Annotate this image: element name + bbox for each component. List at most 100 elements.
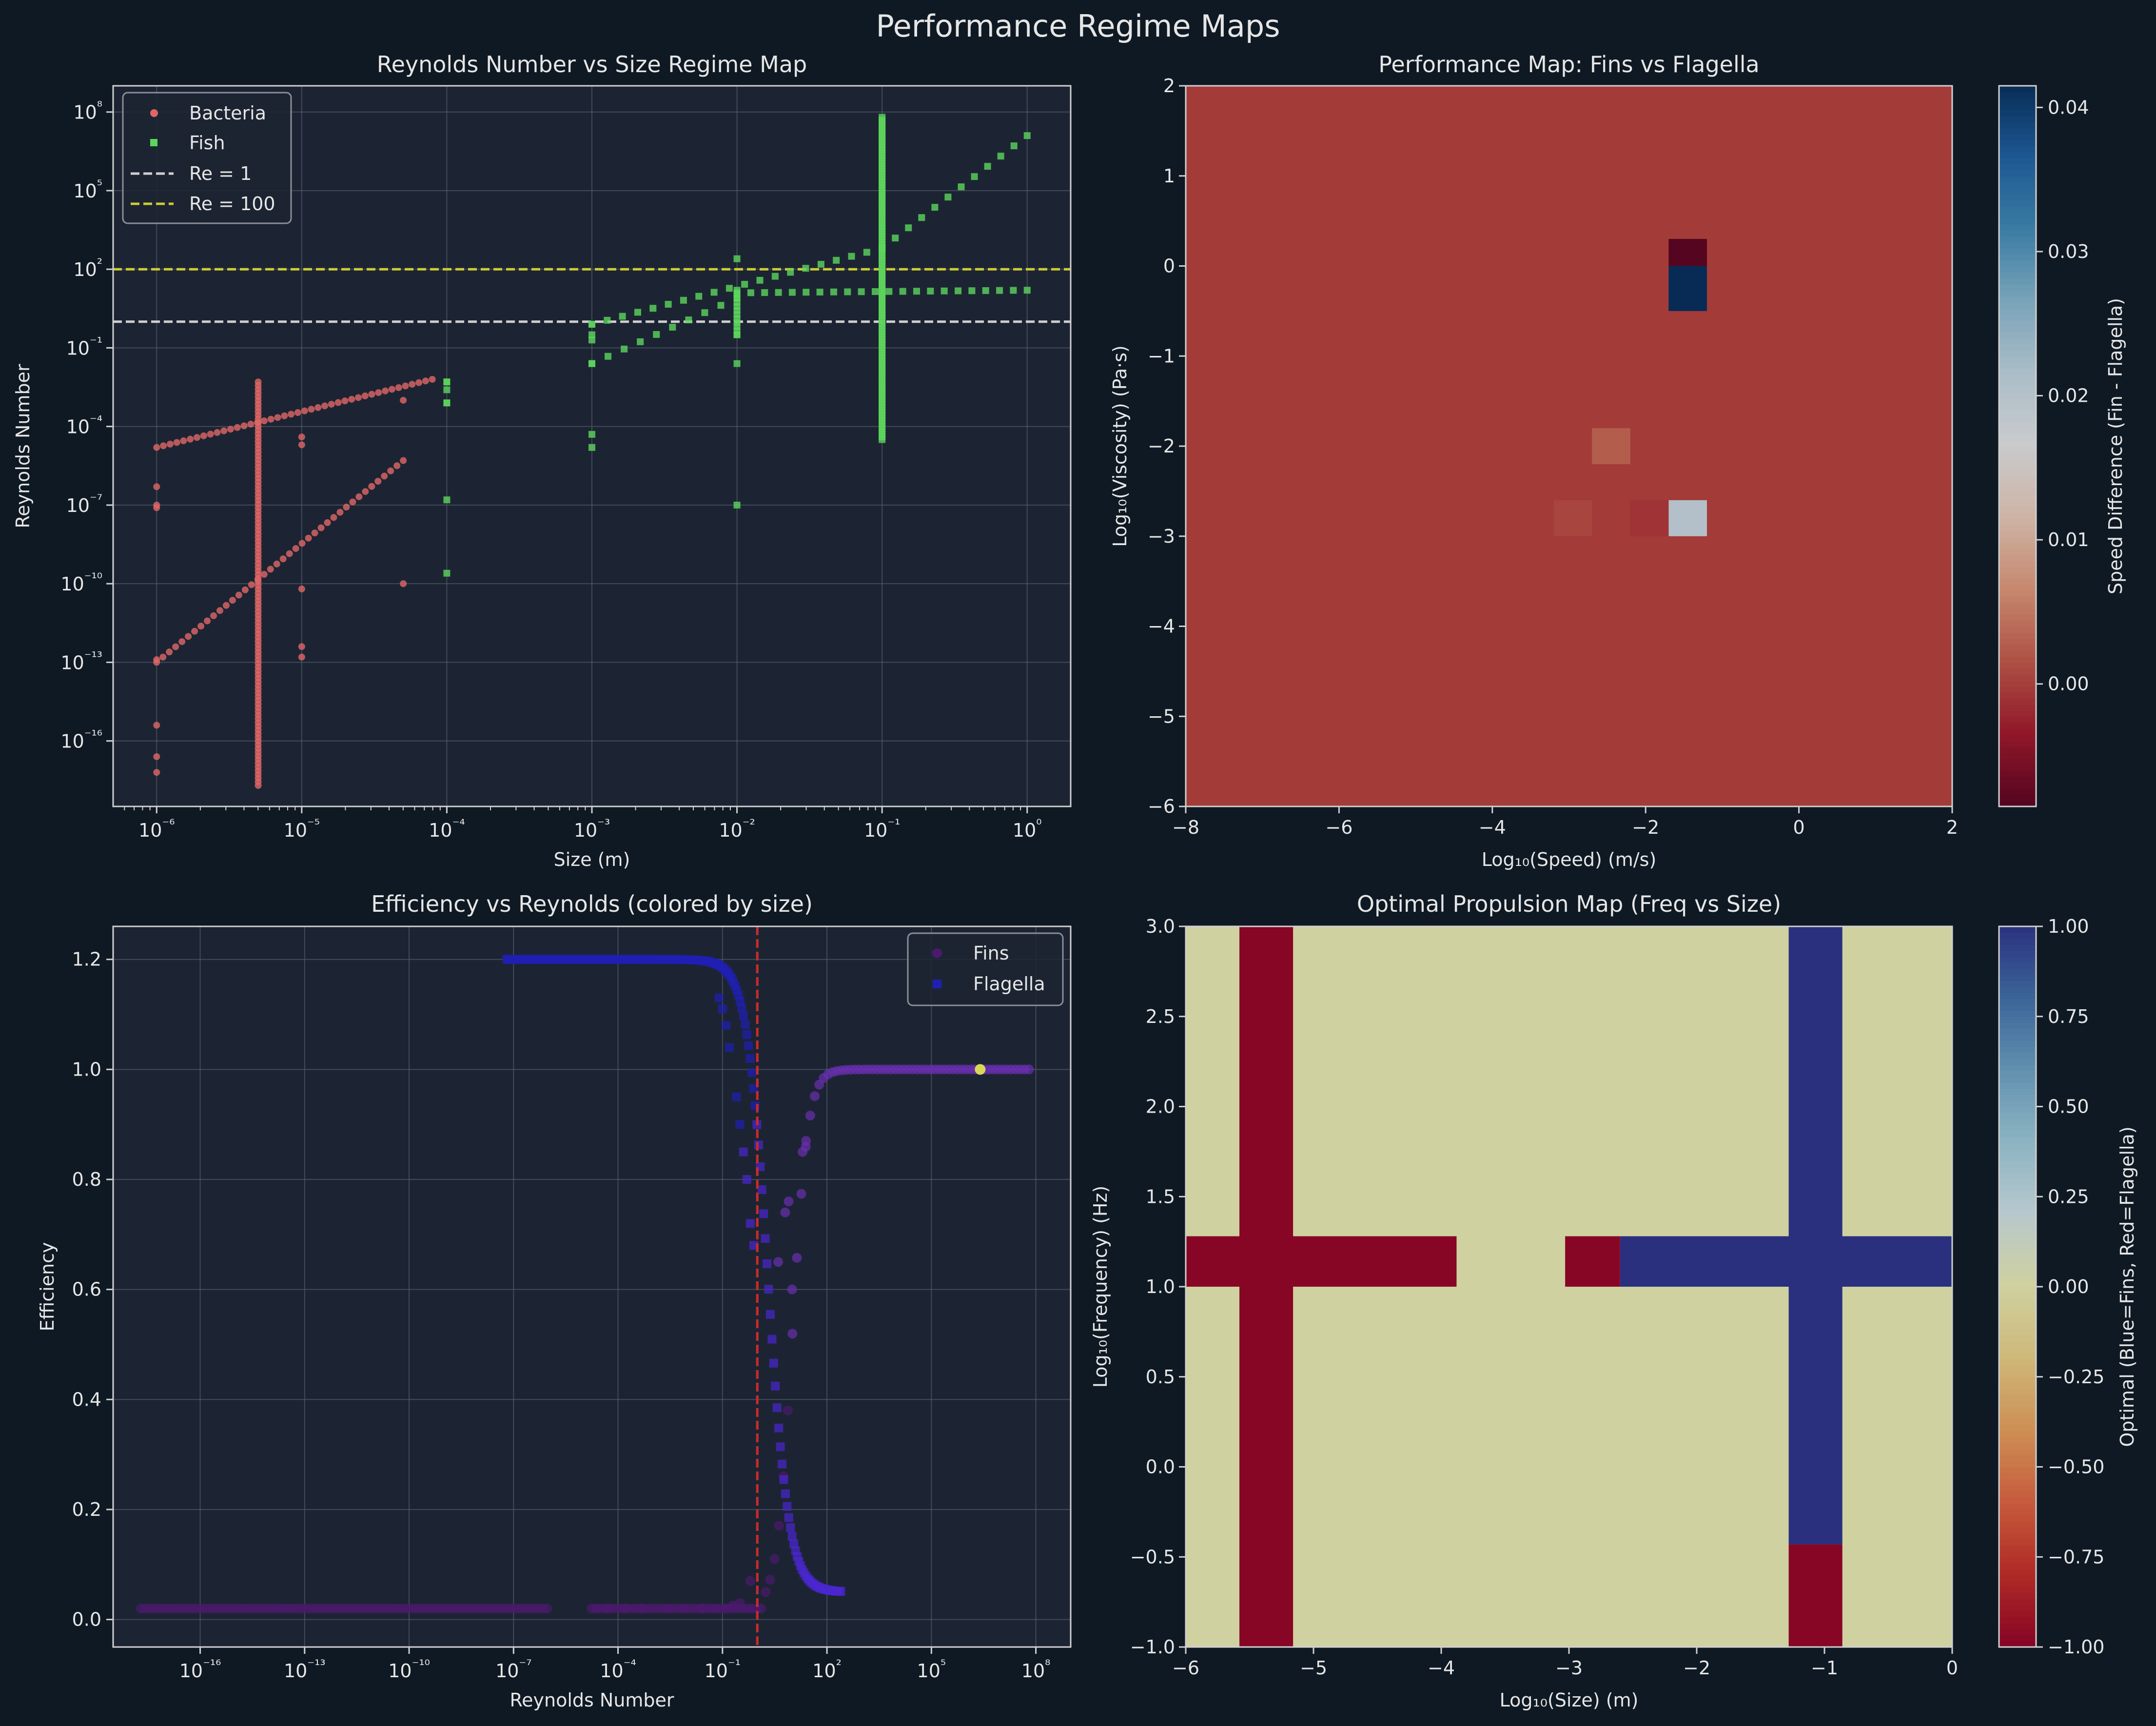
- bacteria-point: [387, 467, 394, 474]
- colorbar-segment: [1999, 740, 2036, 747]
- colorbar-segment: [1999, 92, 2036, 98]
- legend-bacteria-label: Bacteria: [189, 102, 266, 124]
- x-tick-label: 10⁻²: [719, 816, 755, 841]
- fish-point: [443, 386, 451, 393]
- panel1-title: Reynolds Number vs Size Regime Map: [377, 51, 807, 78]
- fins-point: [765, 1574, 775, 1585]
- heatmap-cell: [1668, 239, 1707, 266]
- colorbar-segment: [1999, 1293, 2036, 1299]
- fish-point: [604, 316, 611, 324]
- fish-point: [725, 285, 733, 292]
- colorbar-segment: [1999, 1304, 2036, 1312]
- x-tick-label: −2: [1683, 1657, 1710, 1679]
- bacteria-point: [305, 534, 312, 542]
- y-tick-label: 10⁻⁴: [66, 413, 102, 438]
- colorbar-segment: [1999, 1503, 2036, 1510]
- x-tick-label: 10⁻⁷: [495, 1657, 531, 1682]
- colorbar-segment: [1999, 734, 2036, 741]
- colorbar-segment: [1999, 1010, 2036, 1017]
- bacteria-point: [153, 444, 160, 451]
- legend-bacteria-marker: [150, 109, 158, 117]
- fins-point: [710, 1604, 721, 1614]
- colorbar-segment: [1999, 494, 2036, 501]
- fish-point: [788, 289, 796, 296]
- colorbar-segment: [1999, 1425, 2036, 1432]
- panel2-colorbar-label: Speed Difference (Fin - Flagella): [2105, 298, 2126, 594]
- colorbar-segment: [1999, 200, 2036, 207]
- colorbar-segment: [1999, 254, 2036, 261]
- bacteria-point: [409, 381, 416, 388]
- y-tick-label: 0.2: [72, 1499, 101, 1520]
- colorbar-segment: [1999, 770, 2036, 777]
- fins-point: [769, 1554, 780, 1564]
- bacteria-point: [241, 586, 249, 593]
- colorbar-segment: [1999, 692, 2036, 699]
- colorbar-segment: [1999, 500, 2036, 507]
- fish-point: [848, 253, 855, 260]
- flagella-point: [769, 1358, 778, 1368]
- panel4-colorbar: −1.00 −0.75 −0.50 −0.25 0.00 0.25 0.50 0.75 1.00: [1998, 916, 2104, 1658]
- colorbar-segment: [1999, 1635, 2036, 1642]
- fish-point: [863, 249, 870, 256]
- bacteria-point: [279, 555, 287, 563]
- fish-point: [941, 287, 948, 294]
- colorbar-segment: [1999, 800, 2036, 807]
- fish-point: [997, 153, 1004, 160]
- colorbar-segment: [1999, 152, 2036, 158]
- flagella-point: [787, 1531, 797, 1541]
- flagella-point: [763, 1259, 772, 1268]
- flagella-point: [721, 1021, 730, 1030]
- fish-point: [605, 353, 612, 360]
- fins-point: [761, 1587, 771, 1597]
- flagella-point: [784, 1513, 793, 1522]
- colorbar-segment: [1999, 121, 2036, 129]
- x-tick-label: 10⁻⁶: [138, 816, 175, 841]
- figure-title: Performance Regime Maps: [876, 8, 1280, 44]
- bacteria-point: [153, 656, 160, 664]
- colorbar-segment: [1999, 650, 2036, 657]
- colorbar-segment: [1999, 296, 2036, 303]
- flagella-point: [764, 1285, 773, 1294]
- panel3-xlabel: Reynolds Number: [510, 1689, 674, 1711]
- panel-optimal-propulsion: −6 −5 −4 −3 −2 −1 0 −1.0 −0.5 0.0 0.5 1.0 1.5 2.0 2.5…: [1090, 891, 2138, 1711]
- flagella-point: [836, 1587, 845, 1596]
- y-tick-label: −6: [1148, 796, 1175, 817]
- bacteria-point: [187, 435, 194, 443]
- panel3-axes-bg: [113, 926, 1071, 1647]
- colorbar-tick-label: 0.25: [2048, 1186, 2089, 1207]
- fins-point: [801, 1136, 811, 1146]
- colorbar-segment: [1999, 182, 2036, 189]
- colorbar-segment: [1999, 542, 2036, 549]
- colorbar-segment: [1999, 1629, 2036, 1636]
- colorbar-segment: [1999, 1022, 2036, 1029]
- colorbar-segment: [1999, 572, 2036, 579]
- colorbar-segment: [1999, 1016, 2036, 1023]
- fins-point: [637, 1604, 647, 1614]
- heatmap-cell: [1565, 1236, 1620, 1287]
- x-tick-label: 10⁻⁵: [284, 816, 320, 841]
- flagella-point: [745, 1054, 755, 1063]
- panel3-grid: [113, 926, 1071, 1647]
- fish-point: [733, 255, 741, 262]
- panel4-title: Optimal Propulsion Map (Freq vs Size): [1357, 891, 1781, 917]
- fish-point: [588, 321, 595, 328]
- panel2-ylabel: Log₁₀(Viscosity) (Pa·s): [1109, 345, 1131, 547]
- colorbar-segment: [1999, 164, 2036, 171]
- y-tick-label: 10⁻¹⁰: [60, 570, 102, 595]
- fish-point: [899, 288, 906, 295]
- bacteria-point: [298, 540, 306, 547]
- colorbar-segment: [1999, 1112, 2036, 1119]
- panel2-heatmap: [1186, 86, 1952, 806]
- flagella-point: [737, 1003, 746, 1013]
- heatmap-cell: [1630, 500, 1669, 536]
- flagella-point: [772, 1403, 782, 1412]
- colorbar-segment: [1999, 1515, 2036, 1522]
- colorbar-segment: [1999, 338, 2036, 345]
- y-tick-label: 10⁻⁷: [66, 491, 102, 516]
- bacteria-point: [248, 581, 255, 588]
- colorbar-segment: [1999, 422, 2036, 429]
- panel4-x-ticks: −6 −5 −4 −3 −2 −1 0: [1172, 1647, 1958, 1679]
- fins-point: [792, 1253, 802, 1263]
- flagella-point: [786, 1523, 795, 1532]
- flagella-point: [739, 1011, 748, 1020]
